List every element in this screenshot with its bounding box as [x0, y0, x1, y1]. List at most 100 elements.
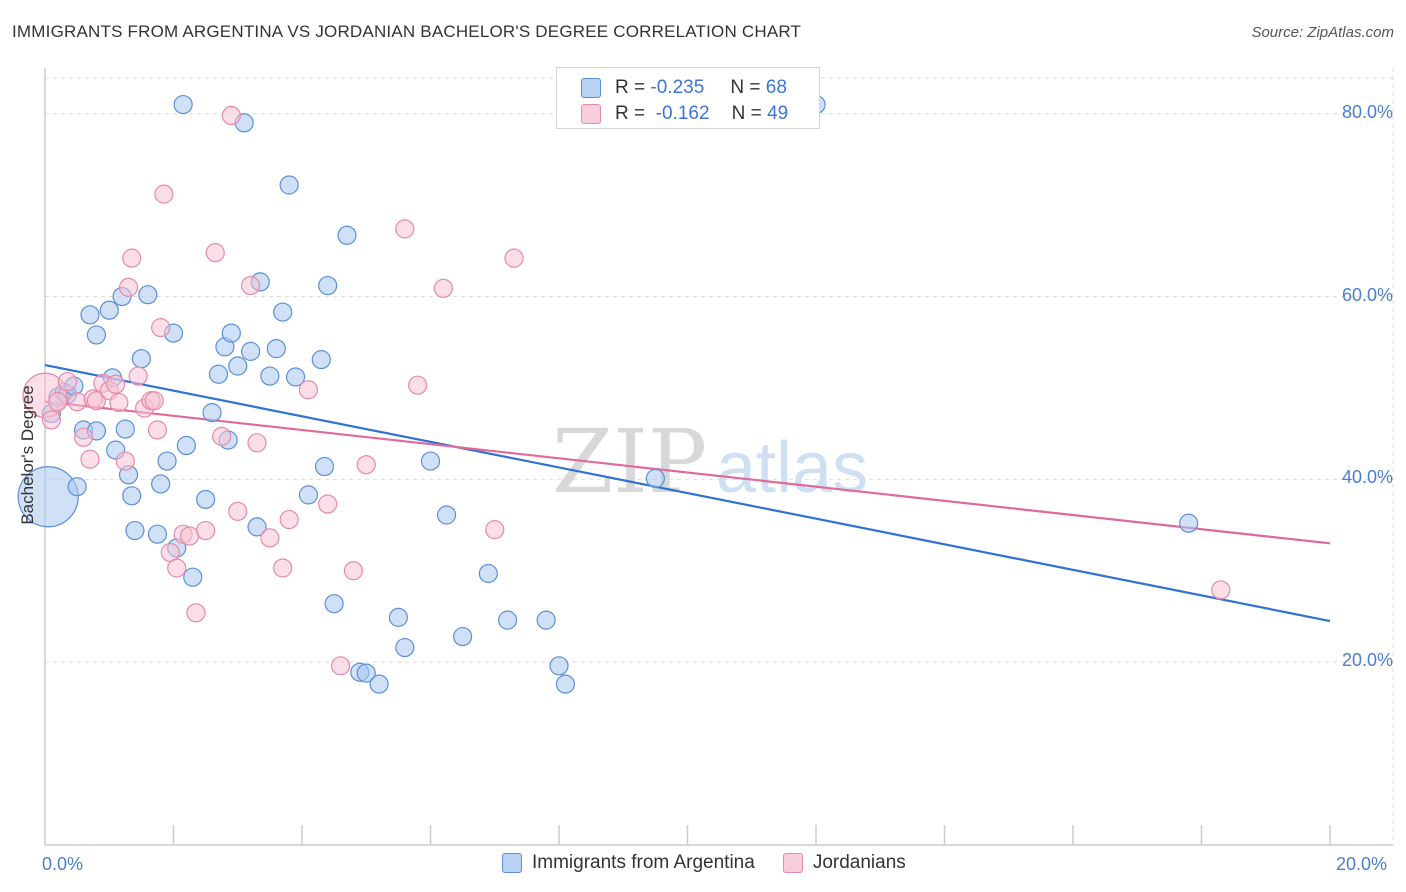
point-argentina — [337, 225, 357, 245]
point-jordanians — [186, 603, 206, 623]
n-label: N = — [731, 103, 762, 124]
point-jordanians — [167, 558, 187, 578]
point-jordanians — [179, 526, 200, 546]
r-value: -0.162 — [655, 103, 710, 124]
point-argentina — [285, 367, 306, 387]
point-jordanians — [273, 558, 293, 578]
point-argentina — [173, 94, 193, 115]
point-jordanians — [356, 455, 376, 475]
n-value: 49 — [767, 103, 789, 124]
point-jordanians — [205, 243, 225, 263]
point-argentina — [202, 403, 222, 423]
point-argentina — [273, 302, 293, 322]
point-argentina — [645, 468, 665, 489]
legend-item-argentina[interactable]: Immigrants from Argentina — [502, 852, 755, 874]
legend-label: Jordanians — [812, 852, 906, 873]
point-jordanians — [122, 248, 142, 268]
point-argentina — [67, 477, 87, 497]
point-jordanians — [408, 375, 428, 395]
legend-row-argentina: R = -0.235 N = 68 — [581, 76, 787, 100]
point-argentina — [131, 349, 151, 369]
point-jordanians — [128, 366, 148, 386]
point-argentina — [436, 505, 457, 525]
point-argentina — [369, 674, 389, 694]
point-jordanians — [196, 520, 216, 541]
point-jordanians — [343, 561, 363, 581]
point-argentina — [279, 175, 299, 195]
point-argentina — [138, 285, 158, 305]
point-argentina — [478, 563, 498, 584]
r-value: -0.235 — [650, 77, 705, 98]
legend-row-jordanians: R = -0.162 N = 49 — [581, 102, 788, 126]
point-argentina — [324, 594, 344, 614]
point-argentina — [176, 435, 196, 456]
point-argentina — [115, 419, 135, 439]
point-jordanians — [485, 520, 505, 540]
chart-source: Source: ZipAtlas.com — [1251, 24, 1394, 41]
point-jordanians — [247, 433, 267, 453]
point-jordanians — [48, 392, 68, 412]
trend-line-jordanians — [44, 400, 1331, 545]
point-jordanians — [318, 494, 338, 514]
point-argentina — [125, 520, 145, 541]
point-argentina — [555, 674, 576, 694]
correlation-legend: R = -0.235 N = 68 R = -0.162 N = 49 — [556, 67, 820, 129]
point-jordanians — [212, 426, 232, 446]
point-argentina — [147, 524, 168, 544]
point-argentina — [151, 474, 171, 494]
watermark-atlas: atlas — [716, 428, 868, 508]
x-tick-label-end: 20.0% — [1336, 854, 1388, 874]
point-jordanians — [86, 391, 107, 411]
legend-swatch-pink — [581, 104, 601, 124]
point-jordanians — [147, 420, 168, 440]
point-argentina — [298, 485, 319, 505]
point-jordanians — [221, 105, 241, 126]
point-argentina — [86, 325, 107, 345]
point-jordanians — [504, 248, 524, 268]
point-argentina — [183, 567, 203, 587]
point-jordanians — [228, 501, 248, 521]
point-jordanians — [41, 410, 62, 430]
point-argentina — [420, 451, 441, 471]
y-tick-label: 80.0% — [1341, 101, 1393, 122]
point-jordanians — [115, 451, 135, 471]
r-label: R = — [615, 77, 646, 98]
point-argentina — [247, 517, 267, 537]
point-argentina — [157, 451, 177, 471]
n-label: N = — [730, 77, 761, 98]
point-jordanians — [144, 391, 164, 411]
point-argentina — [388, 607, 408, 627]
point-argentina — [196, 489, 216, 510]
point-jordanians — [73, 427, 94, 447]
legend-item-jordanians[interactable]: Jordanians — [782, 852, 906, 874]
n-value: 68 — [765, 77, 787, 98]
point-jordanians — [1211, 580, 1231, 600]
point-jordanians — [118, 277, 139, 297]
point-jordanians — [109, 392, 129, 413]
point-argentina — [536, 610, 556, 630]
point-jordanians — [151, 318, 171, 338]
point-argentina — [228, 356, 248, 376]
point-argentina — [17, 466, 79, 528]
data-points — [17, 93, 1231, 694]
point-argentina — [356, 663, 376, 683]
watermark-zip: ZIP — [552, 410, 707, 513]
point-jordanians — [279, 509, 299, 530]
point-argentina — [549, 656, 569, 676]
chart-title: IMMIGRANTS FROM ARGENTINA VS JORDANIAN B… — [12, 22, 802, 41]
point-argentina — [318, 275, 338, 296]
point-jordanians — [433, 278, 453, 298]
point-jordanians — [67, 392, 87, 412]
point-argentina — [395, 637, 415, 658]
point-argentina — [260, 366, 280, 386]
point-argentina — [266, 339, 286, 359]
point-argentina — [1179, 513, 1199, 533]
r-label: R = — [615, 103, 646, 124]
point-jordanians — [154, 184, 174, 204]
point-argentina — [122, 486, 142, 506]
x-tick-label-start: 0.0% — [42, 854, 84, 874]
point-jordanians — [298, 380, 319, 400]
point-argentina — [80, 305, 100, 325]
point-jordanians — [80, 449, 100, 469]
point-jordanians — [330, 656, 351, 676]
